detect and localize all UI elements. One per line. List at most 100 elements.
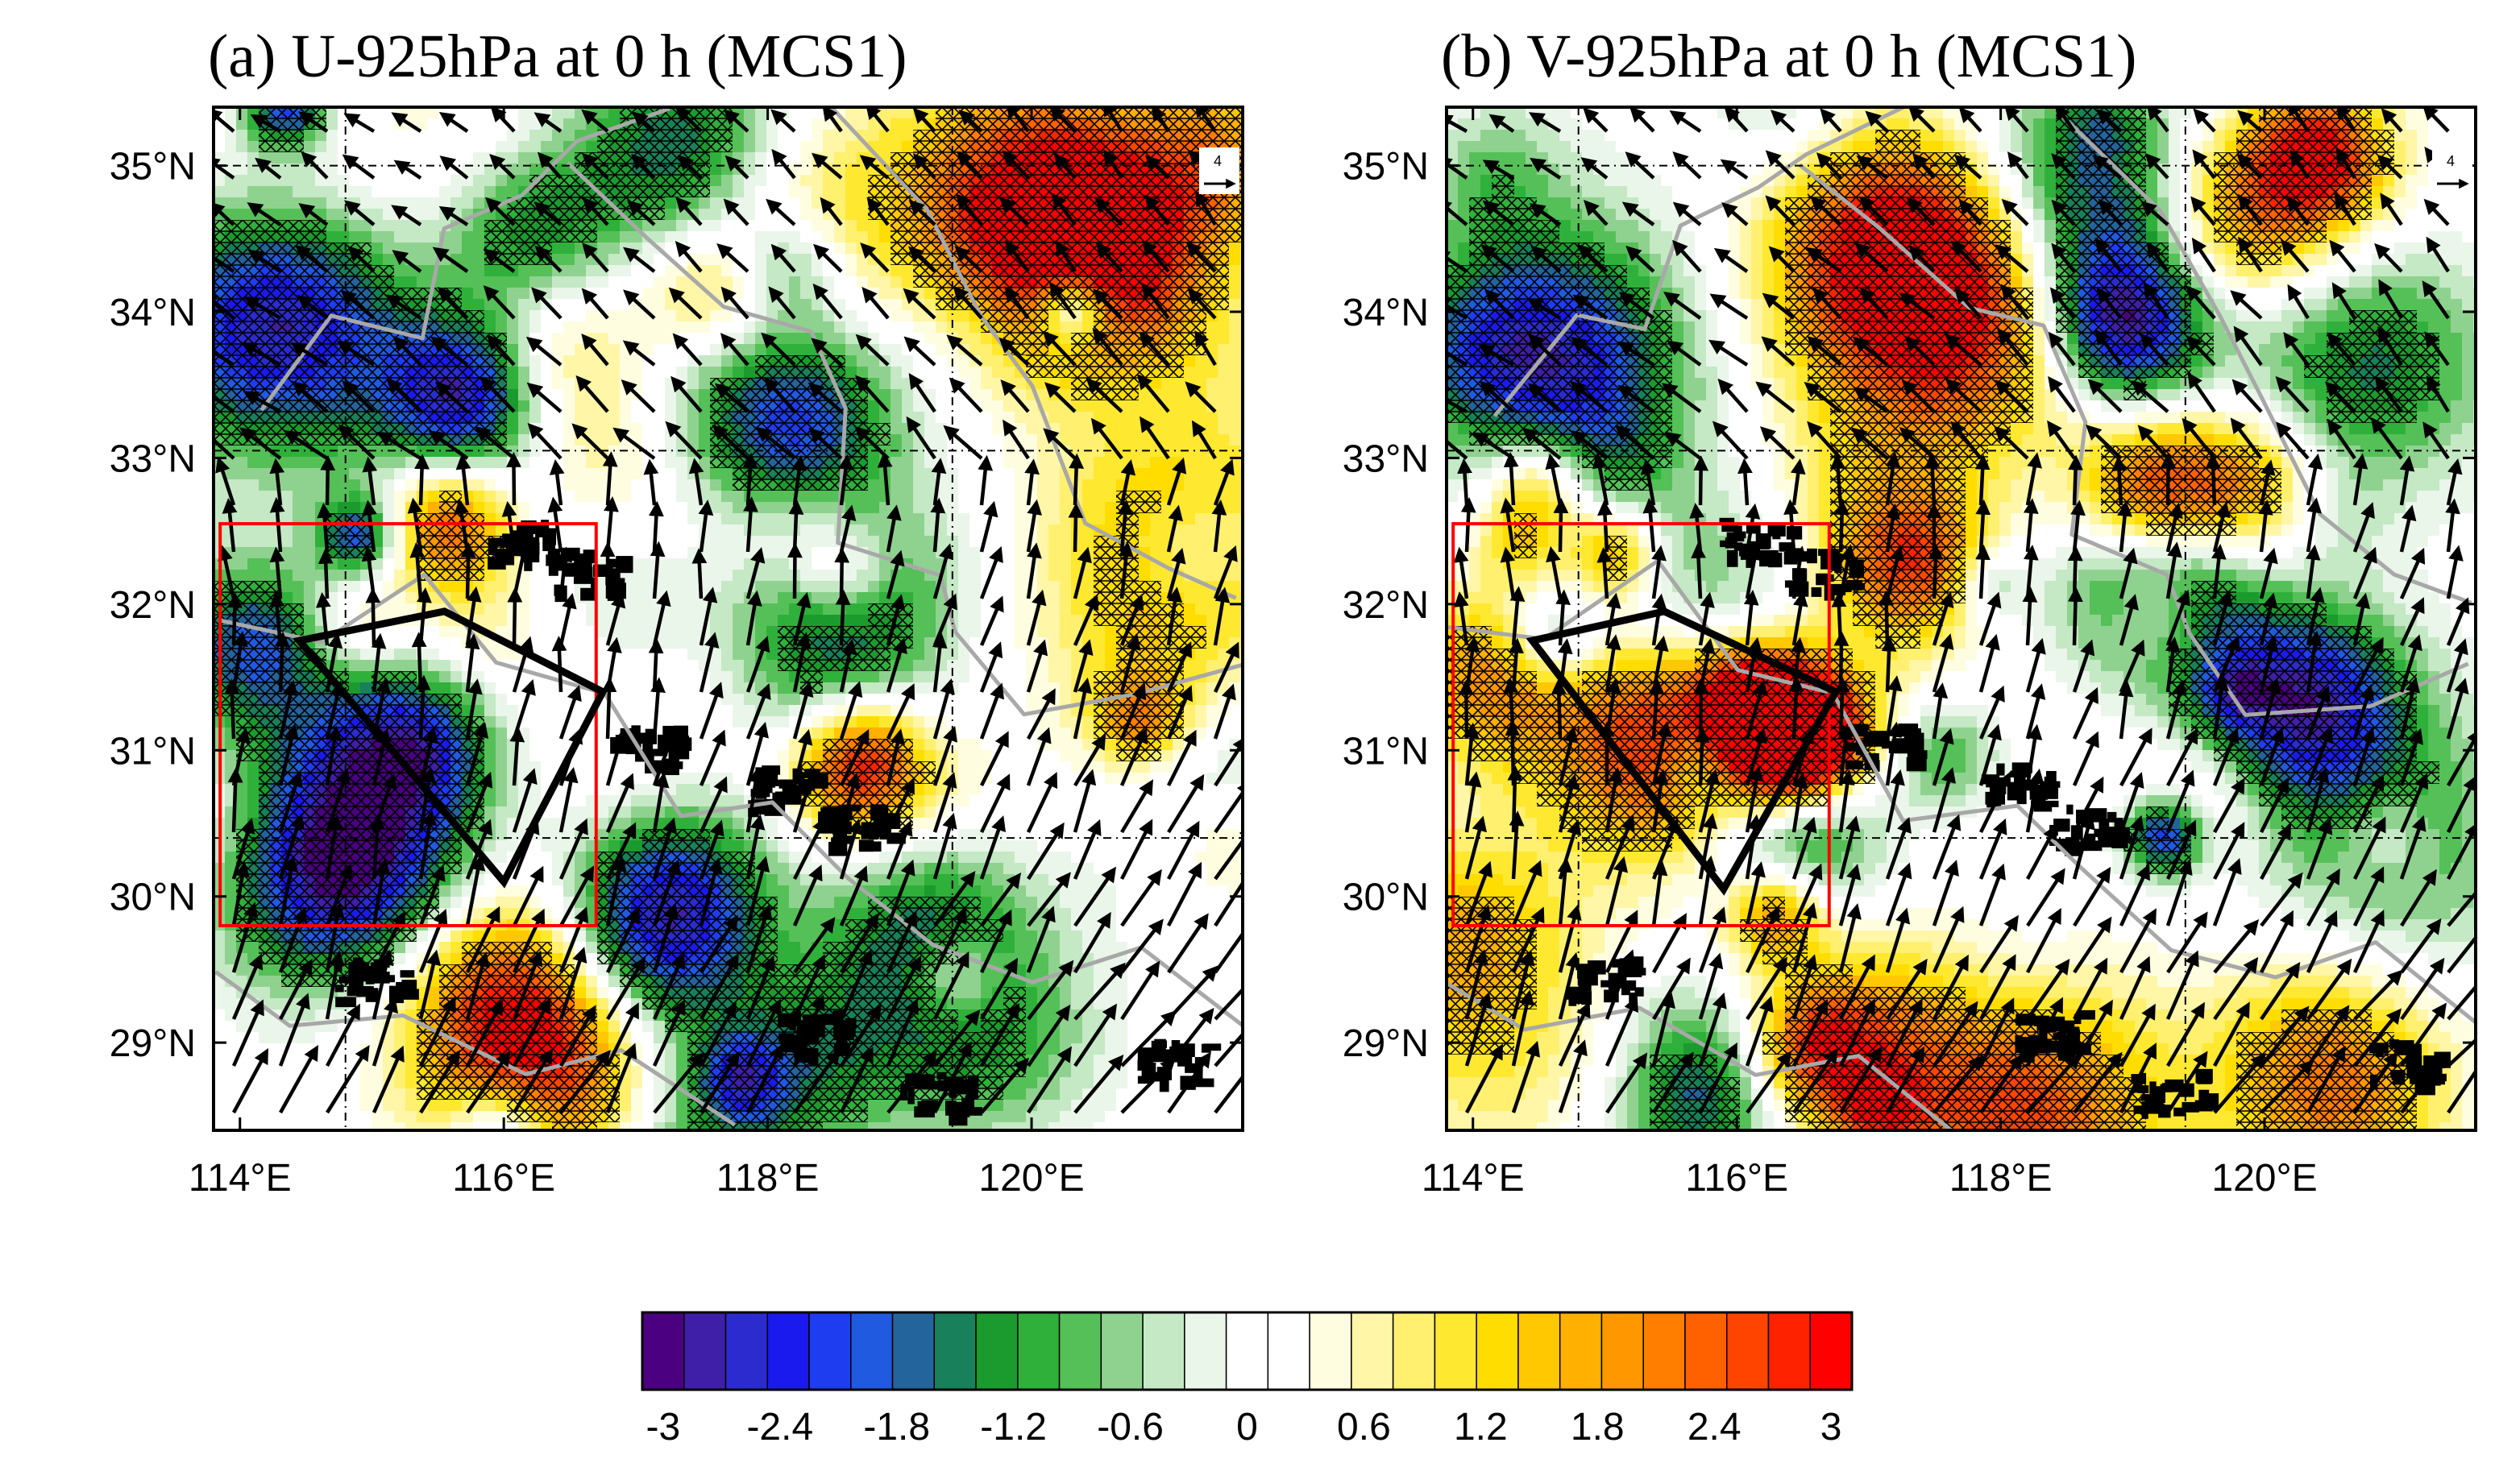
field-cell	[1229, 468, 1241, 480]
field-cell	[958, 446, 970, 458]
field-cell	[778, 130, 790, 142]
field-cell	[969, 434, 982, 446]
field-cell	[383, 491, 395, 503]
field-cell	[631, 558, 643, 570]
field-cell	[958, 355, 970, 367]
field-cell	[800, 130, 812, 142]
field-cell	[236, 186, 248, 198]
field-cell	[326, 152, 338, 164]
field-cell	[665, 209, 677, 221]
field-cell	[1161, 434, 1173, 446]
field-cell	[428, 130, 440, 142]
field-cell	[518, 434, 530, 446]
field-cell	[1060, 310, 1072, 322]
field-cell	[394, 502, 406, 514]
field-cell	[1184, 558, 1196, 570]
field-cell	[890, 412, 903, 424]
field-cell	[879, 367, 891, 379]
field-cell	[620, 682, 632, 694]
field-cell	[383, 197, 395, 209]
field-cell	[981, 367, 993, 379]
field-cell	[552, 412, 564, 424]
field-cell	[552, 694, 564, 706]
field-cell	[631, 491, 643, 503]
field-cell	[1195, 400, 1207, 412]
field-cell	[620, 615, 632, 627]
field-cell	[631, 547, 643, 559]
field-cell	[1015, 491, 1027, 503]
field-cell	[902, 592, 914, 604]
field-cell	[315, 186, 327, 198]
field-cell	[1037, 671, 1049, 683]
field-cell	[654, 367, 666, 379]
field-cell	[823, 615, 835, 627]
field-cell	[552, 626, 564, 638]
field-cell	[281, 513, 293, 525]
field-cell	[372, 254, 384, 266]
field-cell	[394, 524, 406, 537]
field-cell	[800, 276, 812, 288]
field-cell	[597, 288, 609, 300]
field-cell	[721, 581, 733, 593]
field-cell	[958, 649, 970, 661]
field-cell	[439, 130, 451, 142]
field-cell	[338, 118, 350, 131]
field-cell	[642, 637, 654, 649]
field-cell	[575, 626, 587, 638]
field-cell	[586, 355, 598, 367]
field-cell	[484, 265, 496, 277]
field-cell	[360, 186, 372, 198]
field-cell	[428, 186, 440, 198]
field-cell	[529, 152, 542, 164]
field-cell	[383, 164, 395, 176]
field-cell	[778, 186, 790, 198]
field-cell	[913, 513, 925, 525]
field-cell	[608, 276, 621, 288]
field-cell	[721, 209, 733, 221]
field-cell	[563, 637, 575, 649]
field-cell	[518, 412, 530, 424]
field-cell	[349, 220, 361, 232]
field-cell	[349, 479, 361, 491]
field-cell	[924, 705, 936, 717]
field-cell	[338, 130, 350, 142]
field-cell	[890, 389, 903, 401]
field-cell	[1048, 412, 1061, 424]
field-cell	[676, 468, 688, 480]
field-cell	[778, 536, 790, 548]
field-cell	[642, 558, 654, 570]
field-cell	[518, 615, 530, 627]
field-cell	[710, 265, 722, 277]
field-cell	[563, 524, 575, 537]
field-cell	[755, 536, 767, 548]
field-cell	[439, 265, 451, 277]
field-cell	[868, 468, 880, 480]
field-cell	[665, 694, 677, 706]
field-cell	[890, 400, 903, 412]
field-cell	[845, 367, 857, 379]
field-cell	[665, 231, 677, 243]
field-cell	[733, 558, 745, 570]
field-cell	[383, 186, 395, 198]
field-cell	[1161, 513, 1173, 525]
field-cell	[293, 209, 305, 221]
field-cell	[462, 141, 474, 153]
field-cell	[518, 164, 530, 176]
field-cell	[755, 220, 767, 232]
field-cell	[1003, 581, 1015, 593]
field-cell	[721, 186, 733, 198]
field-cell	[992, 626, 1004, 638]
field-cell	[1105, 502, 1117, 514]
field-cell	[1003, 637, 1015, 649]
field-cell	[913, 626, 925, 638]
field-cell	[778, 220, 790, 232]
field-cell	[394, 220, 406, 232]
field-cell	[1094, 446, 1106, 458]
field-cell	[733, 220, 745, 232]
field-cell	[834, 242, 846, 255]
field-cell	[1206, 378, 1218, 390]
field-cell	[1015, 682, 1027, 694]
field-cell	[721, 547, 733, 559]
field-cell	[687, 637, 700, 649]
field-cell	[586, 423, 598, 435]
